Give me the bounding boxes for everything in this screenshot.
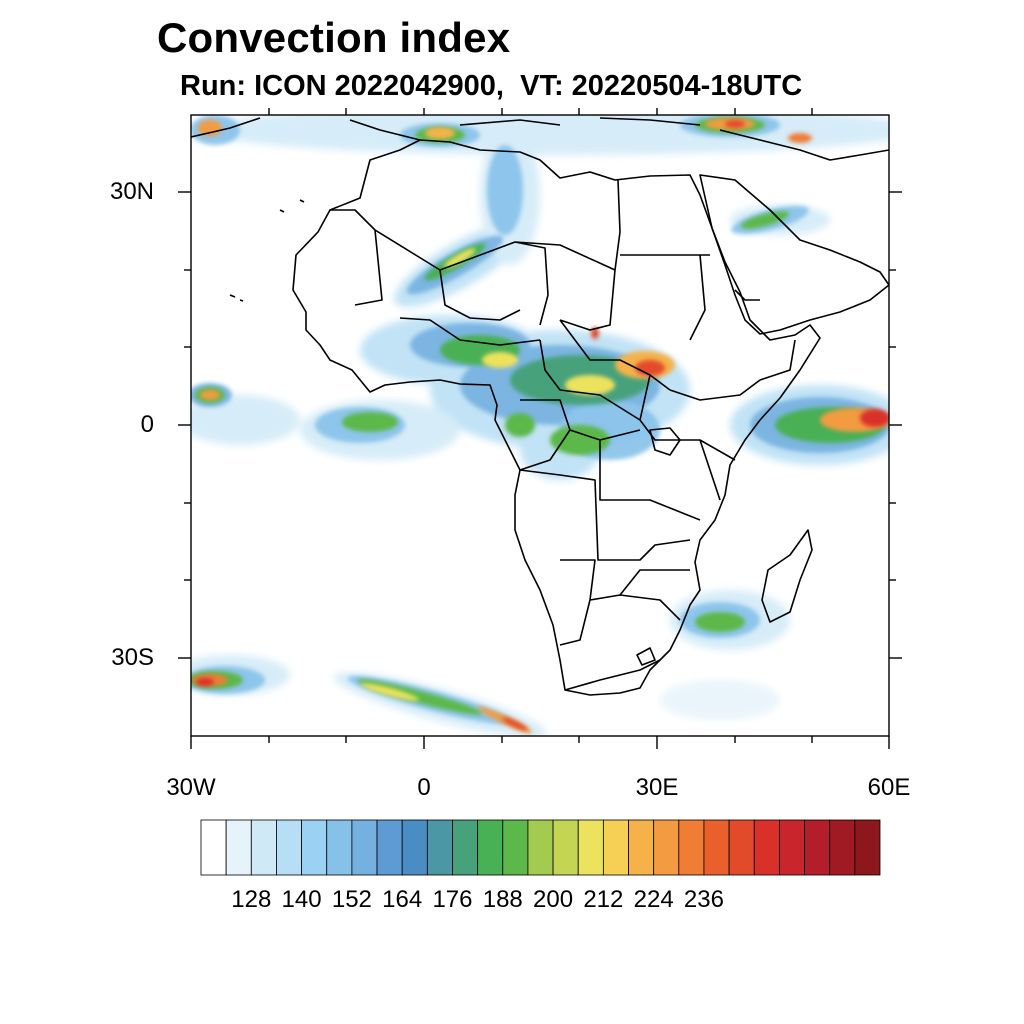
colorbar-swatch [628,819,655,876]
colorbar-swatch [703,819,730,876]
colorbar-swatch [301,819,328,876]
convection-field [191,115,889,736]
lon-label-60e: 60E [867,774,911,801]
coastlines [191,117,889,696]
colorbar-swatch [326,819,353,876]
colorbar-swatch [502,819,529,876]
colorbar-swatch [376,819,403,876]
lat-label-30s: 30S [111,644,154,671]
colorbar-swatch [653,819,680,876]
colorbar-swatch [678,819,705,876]
lon-label-0: 0 [417,774,431,801]
colorbar-swatch [602,819,629,876]
colorbar [200,819,881,876]
plot-frame [178,108,902,749]
colorbar-swatch [753,819,780,876]
colorbar-swatch [577,819,604,876]
colorbar-swatch [351,819,378,876]
colorbar-swatch [779,819,805,876]
colorbar-swatch [276,819,302,876]
colorbar-swatch [527,819,554,876]
colorbar-tick-label: 212 [583,886,624,913]
lat-label-0: 0 [140,411,154,438]
colorbar-swatch [804,819,831,876]
colorbar-tick-label: 224 [633,886,674,913]
lon-label-30e: 30E [635,774,679,801]
lat-label-30n: 30N [109,178,154,205]
lon-label-30w: 30W [166,774,216,801]
colorbar-swatch [250,819,277,876]
chart-subtitle: Run: ICON 2022042900, VT: 20220504-18UTC [180,70,803,102]
colorbar-swatch [728,819,755,876]
colorbar-tick-label: 176 [432,886,473,913]
colorbar-tick-label: 188 [482,886,523,913]
chart-title: Convection index [157,14,511,61]
colorbar-swatch [401,819,428,876]
colorbar-swatch [477,819,504,876]
colorbar-tick-label: 164 [382,886,423,913]
colorbar-tick-label: 152 [331,886,372,913]
colorbar-swatch [452,819,479,876]
colorbar-swatch [200,819,227,876]
colorbar-swatch [552,819,579,876]
colorbar-swatch [854,819,881,876]
colorbar-tick-label: 140 [281,886,322,913]
colorbar-swatch [225,819,252,876]
colorbar-swatch [426,819,453,876]
colorbar-tick-label: 236 [683,886,724,913]
colorbar-swatch [829,819,856,876]
colorbar-tick-label: 200 [533,886,574,913]
colorbar-tick-label: 128 [231,886,272,913]
